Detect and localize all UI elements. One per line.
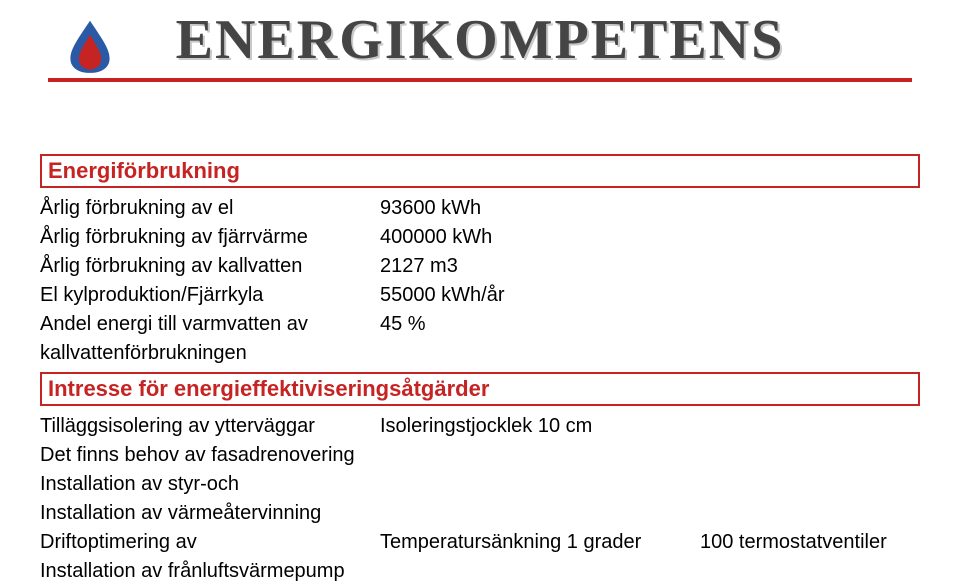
row-value: 45 % xyxy=(380,310,700,339)
header: ENERGIKOMPETENS xyxy=(0,0,960,82)
row-value-2 xyxy=(700,470,920,499)
row-label: Installation av styr-och xyxy=(40,470,380,499)
data-row: Årlig förbrukning av kallvatten 2127 m3 xyxy=(40,252,920,281)
data-row: Driftoptimering av Temperatursänkning 1 … xyxy=(40,528,920,557)
row-value-1 xyxy=(380,499,700,528)
section-title-energiforbrukning: Energiförbrukning xyxy=(40,154,920,188)
row-value-2 xyxy=(700,441,920,470)
row-value: 2127 m3 xyxy=(380,252,700,281)
row-label: Andel energi till varmvatten av xyxy=(40,310,380,339)
row-value-2 xyxy=(700,412,920,441)
row-label: Det finns behov av fasadrenovering xyxy=(40,441,380,470)
row-value xyxy=(380,339,700,368)
data-row: Tilläggsisolering av ytterväggar Isoleri… xyxy=(40,412,920,441)
data-row: Andel energi till varmvatten av 45 % xyxy=(40,310,920,339)
row-value: 93600 kWh xyxy=(380,194,700,223)
row-label: Årlig förbrukning av el xyxy=(40,194,380,223)
row-value-1: Temperatursänkning 1 grader xyxy=(380,528,700,557)
row-value-1 xyxy=(380,557,700,586)
brand-icon-wrap xyxy=(62,18,118,79)
data-row: kallvattenförbrukningen xyxy=(40,339,920,368)
data-row: Installation av styr-och xyxy=(40,470,920,499)
row-value-2: 100 termostatventiler xyxy=(700,528,920,557)
section-title-intresse: Intresse för energieffektiviseringsåtgär… xyxy=(40,372,920,406)
row-value-1 xyxy=(380,470,700,499)
data-row: El kylproduktion/Fjärrkyla 55000 kWh/år xyxy=(40,281,920,310)
row-label: Driftoptimering av xyxy=(40,528,380,557)
content: Energiförbrukning Årlig förbrukning av e… xyxy=(0,82,960,586)
row-label: El kylproduktion/Fjärrkyla xyxy=(40,281,380,310)
row-label: Installation av värmeåtervinning xyxy=(40,499,380,528)
data-row: Installation av värmeåtervinning xyxy=(40,499,920,528)
row-value: 55000 kWh/år xyxy=(380,281,700,310)
water-drop-flame-icon xyxy=(62,18,118,74)
data-row: Det finns behov av fasadrenovering xyxy=(40,441,920,470)
row-label: Tilläggsisolering av ytterväggar xyxy=(40,412,380,441)
row-value-1 xyxy=(380,441,700,470)
data-row: Årlig förbrukning av fjärrvärme 400000 k… xyxy=(40,223,920,252)
row-value: 400000 kWh xyxy=(380,223,700,252)
row-value-2 xyxy=(700,557,920,586)
row-value-2 xyxy=(700,499,920,528)
row-value-1: Isoleringstjocklek 10 cm xyxy=(380,412,700,441)
row-label: Installation av frånluftsvärmepump xyxy=(40,557,380,586)
row-label: kallvattenförbrukningen xyxy=(40,339,380,368)
row-label: Årlig förbrukning av fjärrvärme xyxy=(40,223,380,252)
data-row: Installation av frånluftsvärmepump xyxy=(40,557,920,586)
data-row: Årlig förbrukning av el 93600 kWh xyxy=(40,194,920,223)
row-label: Årlig förbrukning av kallvatten xyxy=(40,252,380,281)
brand-title: ENERGIKOMPETENS xyxy=(0,8,960,72)
